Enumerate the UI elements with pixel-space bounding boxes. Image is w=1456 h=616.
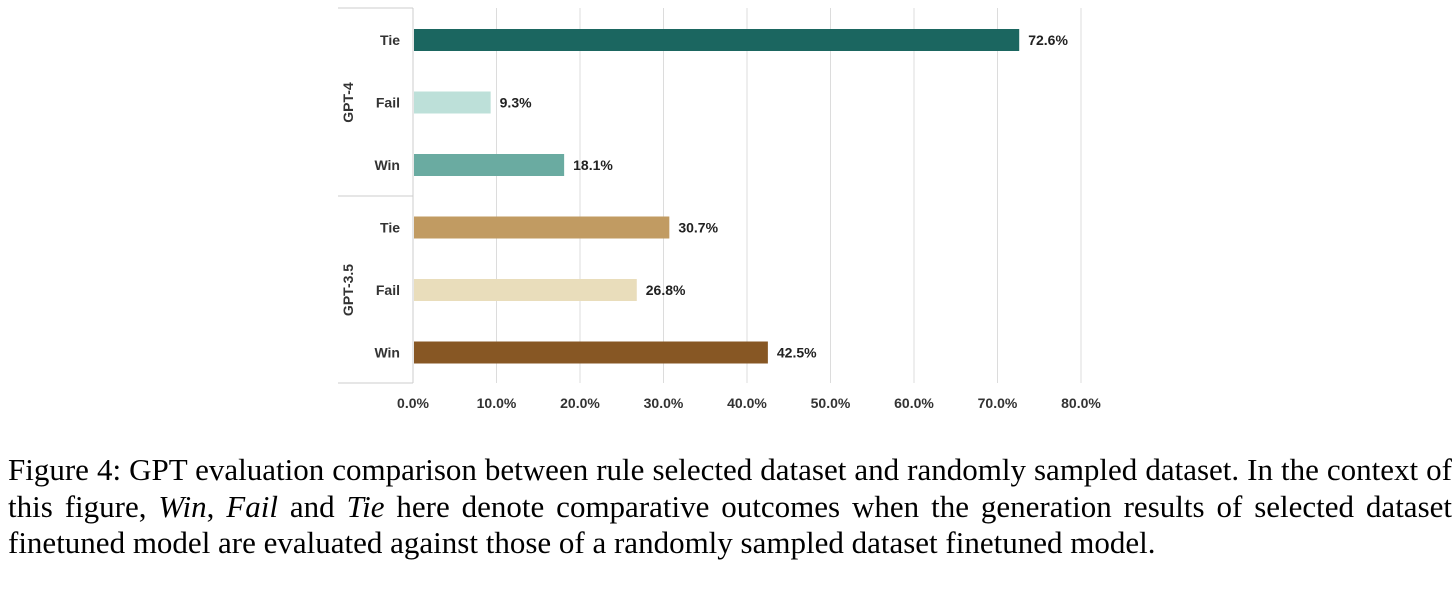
data-label: 9.3%	[500, 95, 532, 111]
bar	[414, 341, 768, 364]
data-label: 26.8%	[646, 282, 686, 298]
data-label: 30.7%	[678, 220, 718, 236]
category-label: Tie	[380, 220, 400, 236]
bar	[414, 154, 565, 176]
caption-suffix: here denote comparative outcomes when th…	[8, 488, 1453, 561]
data-label: 72.6%	[1028, 32, 1068, 48]
bar-chart: 0.0% 10.0% 20.0% 30.0% 40.0% 50.0% 60.0% 70.0% 8…	[338, 7, 1101, 411]
x-tick-label: 40.0%	[727, 395, 767, 411]
bar	[414, 279, 637, 301]
x-tick-label: 20.0%	[560, 395, 600, 411]
bar	[414, 29, 1020, 51]
bar	[414, 91, 491, 114]
x-tick-label: 60.0%	[894, 395, 934, 411]
caption-prefix: Figure 4: GPT evaluation comparison betw…	[8, 452, 1452, 524]
x-tick-label: 70.0%	[978, 395, 1018, 411]
bar	[414, 216, 670, 239]
caption-term-fail: Fail	[226, 488, 278, 524]
x-tick-label: 10.0%	[477, 395, 517, 411]
category-label: Win	[374, 157, 400, 173]
caption-term-win: Win	[158, 488, 207, 524]
category-label: Win	[374, 345, 400, 361]
group-label: GPT-4	[340, 82, 356, 123]
x-tick-label: 0.0%	[397, 395, 429, 411]
x-tick-label: 50.0%	[811, 395, 851, 411]
category-label: Tie	[380, 32, 400, 48]
x-tick-label: 80.0%	[1061, 395, 1101, 411]
group-label: GPT-3.5	[340, 264, 356, 316]
caption-term-tie: Tie	[346, 488, 385, 524]
category-label: Fail	[376, 282, 400, 298]
figure-caption: Figure 4: GPT evaluation comparison betw…	[8, 452, 1452, 562]
category-label: Fail	[376, 95, 400, 111]
data-label: 42.5%	[777, 345, 817, 361]
caption-sep: and	[277, 488, 347, 524]
data-label: 18.1%	[573, 157, 613, 173]
caption-sep: ,	[206, 488, 227, 524]
x-tick-label: 30.0%	[644, 395, 684, 411]
